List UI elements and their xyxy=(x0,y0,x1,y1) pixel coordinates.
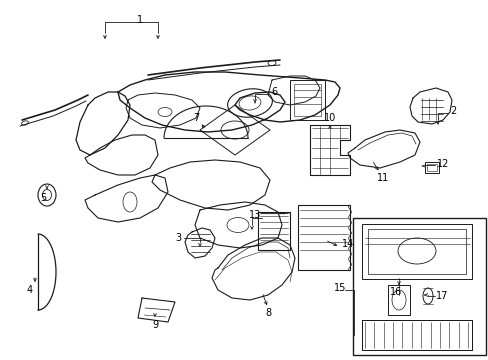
Text: 11: 11 xyxy=(376,173,388,183)
Bar xyxy=(297,205,349,270)
Text: 8: 8 xyxy=(264,308,270,318)
Text: 12: 12 xyxy=(436,159,448,169)
Bar xyxy=(258,212,289,250)
Text: 3: 3 xyxy=(175,233,181,243)
Bar xyxy=(289,80,325,120)
Text: 7: 7 xyxy=(192,113,199,123)
Text: 15: 15 xyxy=(333,283,346,293)
Bar xyxy=(426,164,436,171)
Text: 5: 5 xyxy=(40,193,46,203)
Bar xyxy=(293,84,320,116)
Text: 1: 1 xyxy=(137,15,143,25)
Text: 14: 14 xyxy=(341,239,353,249)
Text: 9: 9 xyxy=(152,320,158,330)
Text: 4: 4 xyxy=(27,285,33,295)
Bar xyxy=(367,229,465,274)
Bar xyxy=(361,320,471,350)
Text: 10: 10 xyxy=(323,113,335,123)
Text: 16: 16 xyxy=(389,287,401,297)
Text: 13: 13 xyxy=(248,210,261,220)
Text: 6: 6 xyxy=(270,87,277,97)
Bar xyxy=(387,285,409,315)
Bar xyxy=(361,224,471,279)
Bar xyxy=(352,218,485,355)
Bar xyxy=(424,162,438,173)
Text: 2: 2 xyxy=(449,106,455,116)
Text: 17: 17 xyxy=(435,291,447,301)
